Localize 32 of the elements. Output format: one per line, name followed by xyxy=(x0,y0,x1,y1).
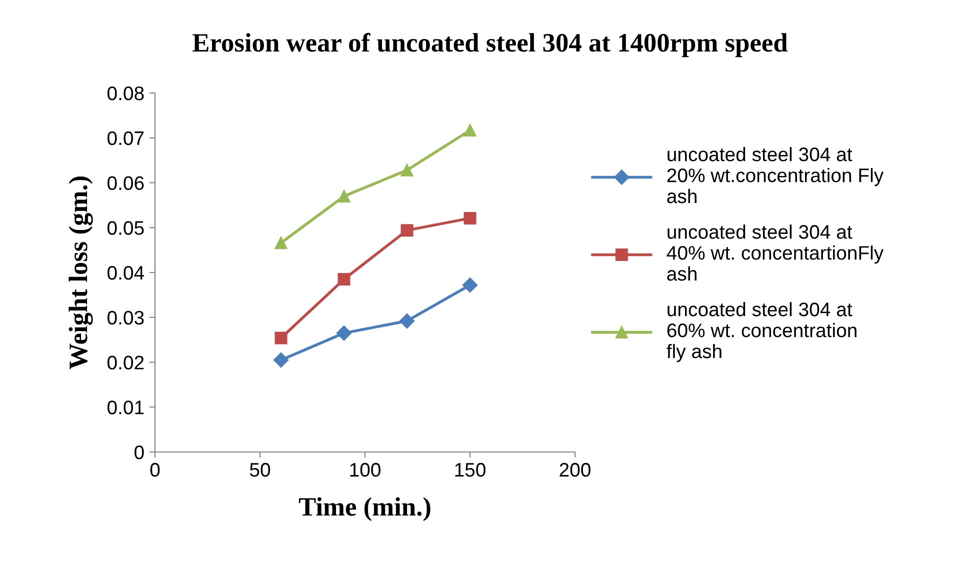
point xyxy=(274,236,288,250)
y-tick-label: 0.07 xyxy=(108,131,144,146)
point xyxy=(399,313,415,329)
point xyxy=(462,277,478,293)
point xyxy=(273,352,289,368)
point xyxy=(464,124,476,136)
y-tick-label: 0.04 xyxy=(108,266,144,280)
point xyxy=(400,164,414,176)
point xyxy=(336,326,352,341)
x-tick-label: 200 xyxy=(560,462,590,477)
legend-label: uncoated steel 304 at 60% wt. concentration fly ash xyxy=(666,302,856,362)
point xyxy=(400,224,414,237)
point xyxy=(464,212,476,224)
legend-label: uncoated steel 304 at 40% wt. concentartionFly ash xyxy=(666,224,884,281)
legend-label: uncoated steel 304 at 20% wt.concentration Fly ash xyxy=(667,147,884,204)
point xyxy=(338,272,350,286)
y-tick-label: 0 xyxy=(134,445,144,460)
x-tick-label: 100 xyxy=(350,462,380,477)
y-tick-label: 0.01 xyxy=(108,400,144,414)
y-tick-label: 0.05 xyxy=(108,221,144,235)
point xyxy=(338,190,350,202)
y-tick-label: 0.02 xyxy=(108,356,144,370)
x-tick-label: 50 xyxy=(250,462,270,477)
y-tick-label: 0.06 xyxy=(108,176,144,190)
chart-title: Erosion wear of uncoated steel 304 at 1400rpm speed xyxy=(192,32,788,58)
y-tick-label: 0.03 xyxy=(108,310,144,325)
y-tick-label: 0.08 xyxy=(108,86,144,100)
y-axis-title: Weight loss (gm.) xyxy=(68,176,93,370)
x-axis-title: Time (min.) xyxy=(298,497,430,522)
point xyxy=(274,332,288,344)
x-tick-label: 150 xyxy=(455,462,486,477)
x-tick-label: 0 xyxy=(150,462,160,477)
